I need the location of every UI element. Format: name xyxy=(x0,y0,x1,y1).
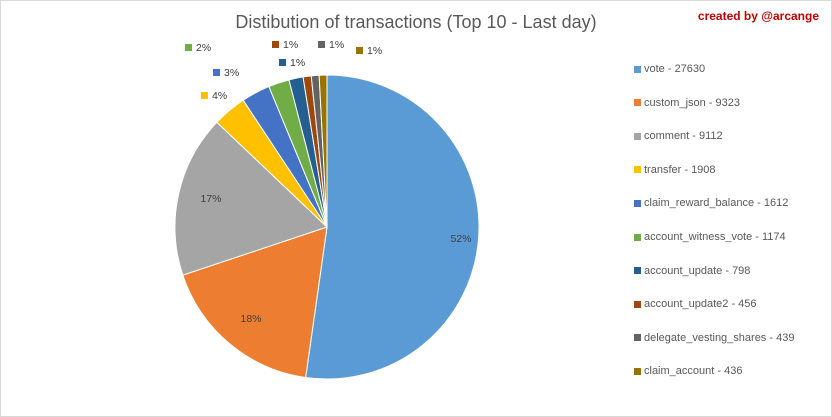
legend-label: transfer - 1908 xyxy=(644,163,716,176)
legend-item-claim-account: claim_account - 436 xyxy=(634,363,742,379)
legend-swatch xyxy=(634,132,641,140)
data-label-account-update2: 1% xyxy=(283,39,298,51)
data-label-claim-account: 1% xyxy=(367,45,382,57)
legend-item-account-witness-vote: account_witness_vote - 1174 xyxy=(634,229,786,245)
legend-swatch xyxy=(634,166,641,174)
data-label-comment: 17% xyxy=(200,193,221,205)
pie-slice-claim-account xyxy=(318,74,328,228)
data-label-swatch xyxy=(201,92,208,99)
pie-slice-custom-json xyxy=(182,226,328,379)
legend-item-comment: comment - 9112 xyxy=(634,128,723,144)
legend-label: account_update2 - 456 xyxy=(644,298,757,311)
data-label-swatch xyxy=(213,69,220,76)
data-label-swatch xyxy=(272,41,279,48)
legend-label: delegate_vesting_shares - 439 xyxy=(644,331,795,344)
legend-swatch xyxy=(634,300,641,308)
data-label-claim-reward-balance: 3% xyxy=(224,67,239,79)
data-label-swatch xyxy=(318,41,325,48)
data-label-swatch xyxy=(185,44,192,51)
pie-slice-vote xyxy=(305,74,480,380)
legend-swatch xyxy=(634,65,641,73)
legend-item-account-update2: account_update2 - 456 xyxy=(634,296,757,312)
data-label-custom-json: 18% xyxy=(240,313,261,325)
data-label-swatch xyxy=(356,47,363,54)
data-label-account-witness-vote: 2% xyxy=(196,42,211,54)
legend-label: custom_json - 9323 xyxy=(644,96,740,109)
legend-label: vote - 27630 xyxy=(644,63,706,75)
data-label-delegate-vesting-shares: 1% xyxy=(329,39,344,51)
legend-label: account_update - 798 xyxy=(644,264,751,277)
legend-item-vote: vote - 27630 xyxy=(634,61,705,77)
legend-item-custom-json: custom_json - 9323 xyxy=(634,95,740,111)
legend-label: comment - 9112 xyxy=(644,130,723,143)
legend-label: claim_reward_balance - 1612 xyxy=(644,197,789,210)
legend-label: claim_account - 436 xyxy=(644,365,743,378)
pie-slice-comment xyxy=(174,121,328,276)
data-label-account-update: 1% xyxy=(290,57,305,69)
data-label-transfer: 4% xyxy=(212,90,227,102)
legend-item-account-update: account_update - 798 xyxy=(634,263,750,279)
credit-label: created by @arcange xyxy=(697,9,819,23)
legend-swatch xyxy=(634,233,641,241)
legend-item-claim-reward-balance: claim_reward_balance - 1612 xyxy=(634,195,788,211)
data-label-swatch xyxy=(279,59,286,66)
legend-swatch xyxy=(634,199,641,207)
legend-item-transfer: transfer - 1908 xyxy=(634,162,716,178)
chart-title: Distibution of transactions (Top 10 - La… xyxy=(235,12,597,32)
legend-swatch xyxy=(634,267,641,275)
data-label-vote: 52% xyxy=(450,233,471,245)
legend-swatch xyxy=(634,99,641,107)
legend-label: account_witness_vote - 1174 xyxy=(644,231,786,243)
legend-swatch xyxy=(634,334,641,342)
legend-swatch xyxy=(634,367,641,375)
legend-item-delegate-vesting-shares: delegate_vesting_shares - 439 xyxy=(634,330,794,346)
